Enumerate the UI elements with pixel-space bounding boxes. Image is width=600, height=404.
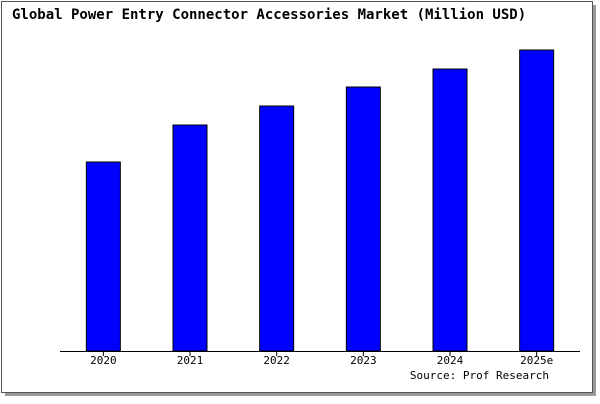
- x-tick-label: 2024: [437, 354, 464, 367]
- x-tick-label: 2021: [177, 354, 204, 367]
- source-note: Source: Prof Research: [410, 369, 549, 382]
- bar: [172, 124, 208, 352]
- bar: [345, 86, 381, 352]
- bar: [85, 161, 121, 352]
- x-tick-label: 2020: [90, 354, 117, 367]
- x-tick-label: 2023: [350, 354, 377, 367]
- x-tick-label: 2022: [263, 354, 290, 367]
- chart-title: Global Power Entry Connector Accessories…: [12, 7, 526, 23]
- bar: [519, 49, 555, 352]
- plot-area: [60, 42, 580, 351]
- x-tick-label: 2025e: [520, 354, 553, 367]
- bar: [259, 105, 295, 352]
- bar: [432, 68, 468, 352]
